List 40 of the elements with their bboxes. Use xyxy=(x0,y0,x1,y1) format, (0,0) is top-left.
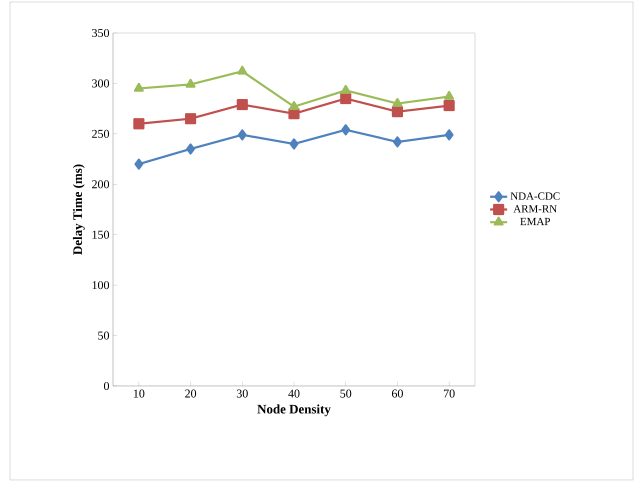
x-axis-title: Node Density xyxy=(257,404,331,416)
legend-label: EMAP xyxy=(520,218,550,226)
x-tick-label: 70 xyxy=(444,390,455,398)
y-tick-label: 50 xyxy=(98,332,110,340)
point xyxy=(237,66,248,75)
point xyxy=(185,113,196,124)
y-tick-label: 350 xyxy=(92,28,110,38)
point xyxy=(340,92,352,104)
y-tick-label: 300 xyxy=(92,79,110,88)
point xyxy=(186,143,196,155)
y-axis-title: Delay Time (ms) xyxy=(72,164,85,255)
point xyxy=(392,136,402,148)
x-tick-label: 60 xyxy=(392,390,403,398)
point xyxy=(238,129,247,140)
x-tick-label: 20 xyxy=(185,390,196,398)
y-tick-label: 150 xyxy=(92,230,110,239)
point xyxy=(236,99,248,110)
point xyxy=(186,78,196,88)
legend-label: ARM-RN xyxy=(513,205,557,212)
point xyxy=(289,101,299,110)
x-tick-label: 40 xyxy=(288,390,300,398)
point xyxy=(134,82,144,92)
point xyxy=(290,138,298,150)
x-tick-label: 30 xyxy=(236,390,248,398)
point xyxy=(341,124,350,136)
point xyxy=(392,106,404,118)
legend-label: NDA-CDC xyxy=(510,192,560,200)
y-tick-label: 200 xyxy=(92,180,110,188)
y-tick-label: 0 xyxy=(104,382,110,390)
y-tick-label: 100 xyxy=(92,281,110,290)
point xyxy=(340,84,351,94)
point xyxy=(444,90,454,100)
point xyxy=(134,158,144,170)
point xyxy=(444,100,455,112)
x-tick-label: 10 xyxy=(134,390,144,398)
point xyxy=(133,118,144,130)
point xyxy=(392,98,402,107)
point xyxy=(444,129,454,140)
y-tick-label: 250 xyxy=(92,130,110,138)
x-tick-label: 50 xyxy=(340,390,352,398)
